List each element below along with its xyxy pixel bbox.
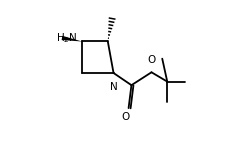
Text: O: O [147, 55, 156, 65]
Polygon shape [62, 36, 82, 41]
Text: H$_2$N: H$_2$N [56, 31, 78, 45]
Text: O: O [121, 112, 130, 122]
Text: N: N [110, 82, 118, 92]
